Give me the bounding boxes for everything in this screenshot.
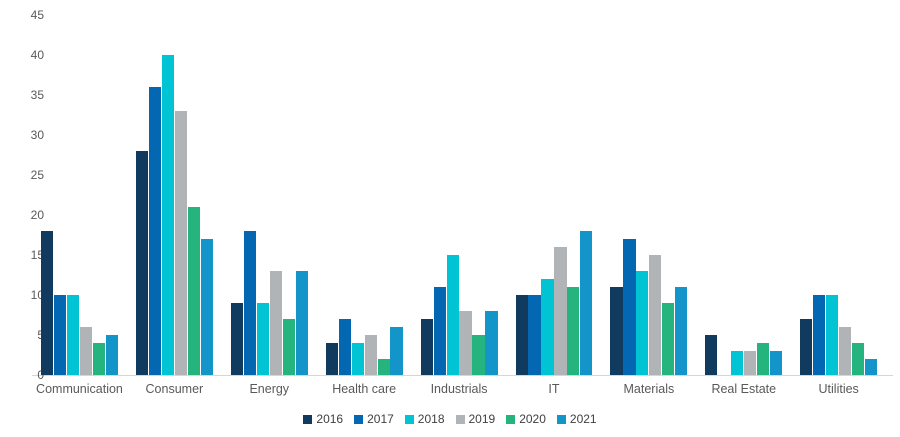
bar-utilities-2016 bbox=[800, 319, 813, 375]
y-axis-tick-label-0: 0 bbox=[37, 368, 44, 382]
legend-swatch-2020 bbox=[506, 414, 516, 424]
bar-communication-2019 bbox=[79, 327, 93, 375]
y-axis-tick-label-20: 20 bbox=[30, 208, 44, 222]
legend-swatch-2017 bbox=[354, 414, 364, 424]
legend-item-2021: 2021 bbox=[556, 412, 597, 426]
bar-materials-2020 bbox=[662, 303, 675, 375]
bar-health-care-2017 bbox=[338, 319, 351, 375]
bar-communication-2016 bbox=[41, 231, 54, 375]
bar-utilities-2018 bbox=[826, 295, 839, 375]
legend-item-2018: 2018 bbox=[404, 412, 445, 426]
bar-health-care-2016 bbox=[325, 343, 338, 375]
bar-materials-2017 bbox=[623, 239, 636, 375]
bar-industrials-2017 bbox=[433, 287, 446, 375]
bar-utilities-2017 bbox=[813, 295, 826, 375]
y-axis-tick-label-40: 40 bbox=[30, 48, 44, 62]
bar-it-2016 bbox=[515, 295, 528, 375]
x-axis-category-label-it: IT bbox=[548, 382, 560, 396]
bar-industrials-2016 bbox=[420, 319, 433, 375]
bar-communication-2020 bbox=[92, 343, 105, 375]
bar-real-estate-2018 bbox=[731, 351, 744, 375]
bar-health-care-2021 bbox=[390, 327, 403, 375]
bar-utilities-2019 bbox=[839, 327, 852, 375]
bar-it-2020 bbox=[567, 287, 580, 375]
legend-swatch-2021 bbox=[556, 414, 566, 424]
bar-energy-2019 bbox=[269, 271, 282, 375]
legend-item-2017: 2017 bbox=[354, 413, 394, 425]
chart-legend: 2016 2017 2018 2019 2020 2021 bbox=[0, 409, 900, 429]
legend-label-2016: 2016 bbox=[316, 412, 344, 426]
legend-item-2020: 2020 bbox=[506, 413, 546, 425]
bar-it-2017 bbox=[528, 295, 541, 375]
x-axis-category-label-industrials: Industrials bbox=[430, 382, 488, 396]
legend-label-2018: 2018 bbox=[417, 412, 445, 426]
bar-consumer-2016 bbox=[135, 151, 149, 375]
bar-real-estate-2021 bbox=[770, 351, 783, 375]
bar-energy-2016 bbox=[230, 303, 243, 375]
bar-industrials-2020 bbox=[472, 335, 485, 375]
bar-real-estate-2019 bbox=[744, 351, 757, 375]
bar-utilities-2021 bbox=[864, 359, 878, 375]
legend-item-2019: 2019 bbox=[455, 412, 496, 426]
legend-swatch-2016 bbox=[303, 414, 313, 424]
x-axis-category-label-real-estate: Real Estate bbox=[711, 382, 777, 396]
legend-swatch-2018 bbox=[404, 414, 414, 424]
y-axis-tick-label-10: 10 bbox=[30, 288, 44, 302]
bar-consumer-2019 bbox=[174, 111, 187, 375]
bar-energy-2018 bbox=[256, 303, 269, 375]
bar-materials-2018 bbox=[636, 271, 649, 375]
bar-real-estate-2016 bbox=[705, 335, 718, 375]
legend-swatch-2019 bbox=[455, 414, 465, 424]
legend-label-2021: 2021 bbox=[569, 412, 597, 426]
bar-consumer-2018 bbox=[161, 55, 174, 375]
legend-label-2019: 2019 bbox=[468, 412, 496, 426]
bar-communication-2017 bbox=[53, 295, 67, 375]
bar-it-2021 bbox=[580, 231, 593, 375]
y-axis-tick-label-45: 45 bbox=[30, 8, 44, 22]
y-axis-tick-label-30: 30 bbox=[30, 128, 44, 142]
x-axis-category-label-communication: Communication bbox=[36, 382, 123, 396]
legend-label-2017: 2017 bbox=[367, 412, 394, 426]
bar-it-2018 bbox=[541, 279, 554, 375]
y-axis-tick-label-5: 5 bbox=[10, 328, 44, 342]
legend-label-2020: 2020 bbox=[519, 412, 546, 426]
legend-item-2016: 2016 bbox=[303, 413, 343, 425]
bar-health-care-2018 bbox=[351, 343, 364, 375]
bar-materials-2016 bbox=[610, 287, 623, 375]
bar-communication-2018 bbox=[66, 295, 80, 375]
bar-consumer-2017 bbox=[148, 87, 162, 375]
x-axis-line bbox=[32, 375, 893, 376]
bar-energy-2021 bbox=[295, 271, 308, 375]
x-axis-category-label-materials: Materials bbox=[623, 382, 675, 396]
bar-energy-2017 bbox=[243, 231, 256, 375]
bar-real-estate-2020 bbox=[757, 343, 770, 375]
x-axis-category-label-energy: Energy bbox=[249, 382, 290, 396]
bar-materials-2021 bbox=[675, 287, 688, 375]
bar-consumer-2020 bbox=[187, 207, 200, 375]
y-axis-tick-label-35: 35 bbox=[30, 88, 44, 102]
x-axis-category-label-utilities: Utilities bbox=[818, 382, 859, 396]
bar-communication-2021 bbox=[105, 335, 118, 375]
bar-it-2019 bbox=[554, 247, 567, 375]
bar-health-care-2020 bbox=[377, 359, 390, 375]
y-axis-tick-label-15: 15 bbox=[30, 248, 44, 262]
bar-utilities-2020 bbox=[852, 343, 865, 375]
x-axis-category-label-health-care: Health care bbox=[332, 382, 397, 396]
bar-health-care-2019 bbox=[364, 335, 377, 375]
y-axis-tick-label-25: 25 bbox=[30, 168, 44, 182]
bar-materials-2019 bbox=[649, 255, 662, 375]
bar-industrials-2018 bbox=[446, 255, 459, 375]
plot-area: 0 5 10 15 20 25 30 35 40 45 Communication Consumer E… bbox=[10, 8, 893, 396]
bar-industrials-2021 bbox=[485, 311, 498, 375]
bar-consumer-2021 bbox=[200, 239, 213, 375]
bar-energy-2020 bbox=[282, 319, 295, 375]
x-axis-category-label-consumer: Consumer bbox=[145, 382, 204, 396]
bar-industrials-2019 bbox=[459, 311, 472, 375]
